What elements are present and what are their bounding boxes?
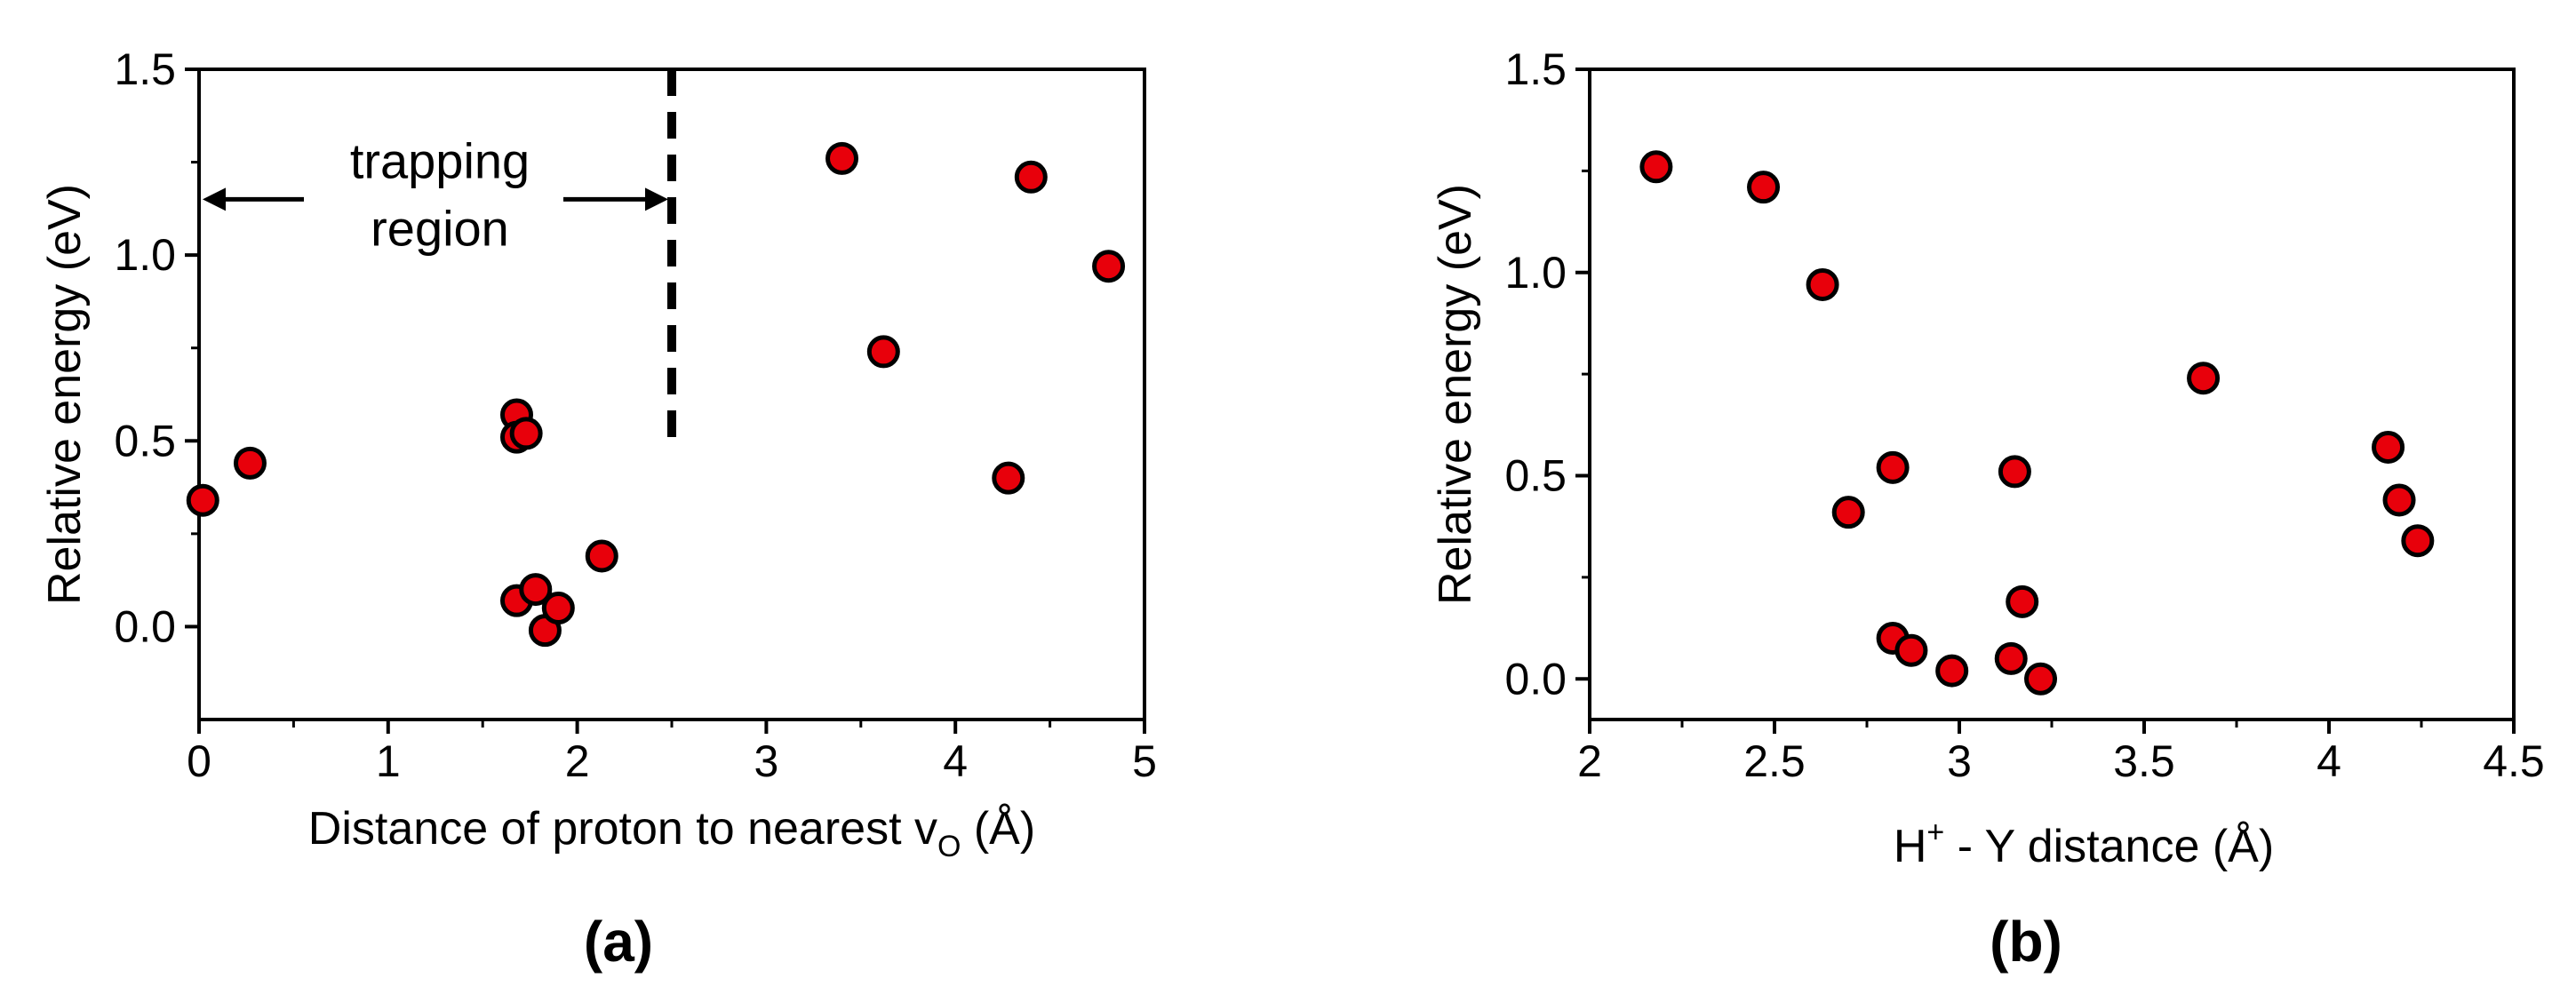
panel-b-data-point [1831,496,1865,529]
panel-b-data-point [1994,641,2028,675]
panel-a-x-axis-label: Distance of proton to nearest vO (Å) [308,803,1035,863]
panel-b-data-point [2024,662,2058,696]
panel-b-x-tick-label: 2.5 [1743,736,1806,786]
panel-b-x-axis-label: H+ - Y distance (Å) [1894,815,2274,872]
panel-b-data-point [2372,430,2405,464]
panel-b-data-point [1998,455,2031,489]
panel-b-data-point [1639,150,1673,184]
panel-a-data-point [1014,160,1048,194]
panel-a-data-point [866,335,900,369]
trapping-region-label-line1: trapping [350,132,530,188]
panel-b-x-tick-label: 4.5 [2483,736,2545,786]
panel-b-data-point [1935,654,1969,688]
trapping-arrowhead-right [645,187,668,211]
panel-b-data-point [2187,362,2221,395]
panel-b-y-tick-label: 0.5 [1504,451,1567,501]
panel-b-data-point [2382,483,2416,517]
panel-a-x-tick-label: 2 [565,736,590,786]
panel-b-y-tick-label: 1.5 [1504,44,1567,94]
panel-a-x-tick-label: 4 [943,736,968,786]
panel-b-x-tick-label: 2 [1577,736,1602,786]
panel-b-y-axis-label: Relative energy (eV) [1430,184,1481,605]
panel-b-data-point [2006,584,2039,618]
panel-b-y-tick-label: 0.0 [1504,654,1567,704]
panel-b-x-tick-label: 3 [1947,736,1972,786]
panel-b-data-point [1806,267,1839,301]
panel-b-plot-frame [1588,68,2516,721]
panel-b-data-point [1894,633,1928,667]
panel-a-x-tick-label: 3 [754,736,778,786]
panel-a-y-tick-label: 1.0 [114,230,176,280]
panel-a-y-tick-label: 1.5 [114,44,176,94]
panel-a-data-point [186,483,219,517]
panel-b-x-tick-label: 4 [2317,736,2341,786]
trapping-region-label-line2: region [371,200,509,256]
panel-a-data-point [541,592,575,625]
panel-a-data-point [825,141,859,175]
panel-a-label: (a) [584,910,653,974]
panel-b-y-tick-label: 1.0 [1504,248,1567,298]
panel-b: 2 2.5 3 3.5 4 4.5 0.0 0.5 1.0 1.5 Relative energy… [1430,44,2545,974]
panel-a-data-point [1092,250,1126,283]
panel-b-data-point [2401,524,2435,558]
panel-a-data-point [233,446,267,480]
panel-a: 0 1 2 3 4 5 0.0 0.5 1.0 1.5 trapping region Relati… [39,44,1157,974]
panel-a-data-point [585,539,618,573]
trapping-arrowhead-left [203,187,226,211]
panel-a-y-tick-label: 0.0 [114,601,176,651]
panel-a-y-tick-label: 0.5 [114,416,176,465]
panel-b-label: (b) [1990,910,2062,974]
panel-a-data-point [992,461,1025,495]
panel-a-data-point [519,573,553,607]
panel-a-x-tick-label: 1 [376,736,401,786]
panel-a-y-axis-label: Relative energy (eV) [39,184,91,605]
panel-b-data-point [1747,171,1781,204]
panel-a-x-tick-label: 0 [187,736,211,786]
panel-b-data-point [1876,450,1910,484]
panel-a-x-tick-label: 5 [1132,736,1157,786]
panel-b-x-tick-label: 3.5 [2113,736,2175,786]
panel-a-data-point [509,417,543,450]
